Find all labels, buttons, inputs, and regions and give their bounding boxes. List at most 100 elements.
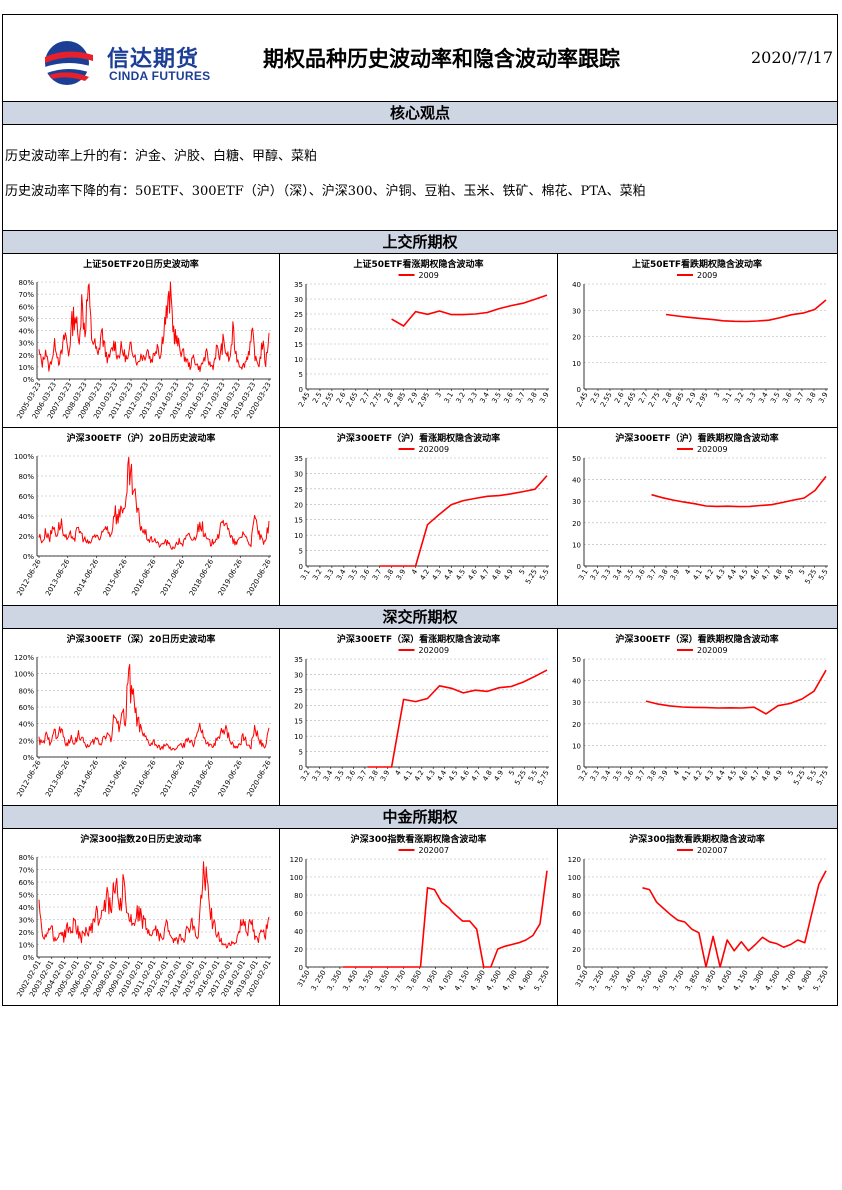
y-tick-label: 80% xyxy=(18,854,34,862)
y-tick-label: 50 xyxy=(572,455,581,463)
y-tick-label: 70% xyxy=(18,867,34,875)
x-tick-label: 4.7 xyxy=(470,769,482,783)
x-tick-label: 5.25 xyxy=(524,568,539,586)
x-tick-label: 3.3 xyxy=(589,769,601,783)
x-tick-label: 3.6 xyxy=(502,391,515,405)
series-line xyxy=(367,669,548,768)
y-tick-label: 80% xyxy=(18,473,34,481)
y-tick-label: 0 xyxy=(577,764,581,772)
legend-label: 202009 xyxy=(419,646,450,655)
x-tick-label: 5.25 xyxy=(513,769,528,787)
x-tick-label: 5.5 xyxy=(538,568,550,582)
legend-label: 202007 xyxy=(697,846,728,855)
y-tick-label: 60% xyxy=(18,303,34,311)
cffex-options-heading: 中金所期权 xyxy=(3,805,837,829)
chart-cell-c3: 上证50ETF看跌期权隐含波动率 2009 0 10 20 30 40 2.45 2.5 2.55… xyxy=(558,254,837,428)
chart-title: 沪深300指数看涨期权隐含波动率 xyxy=(351,833,487,845)
y-tick-label: 0 xyxy=(577,563,581,571)
x-tick-label: 2018-06-26 xyxy=(188,558,216,598)
x-tick-label: 4.8 xyxy=(481,769,493,783)
chart-cell-c5: 沪深300ETF（沪）看涨期权隐含波动率 202009 0 5 10 15 20 25 30 35… xyxy=(280,428,558,605)
report-title: 期权品种历史波动率和隐含波动率跟踪 xyxy=(263,47,620,71)
x-tick-label: 3.1 xyxy=(443,391,455,405)
chart-csi300etf-sh-hv: 沪深300ETF（沪）20日历史波动率 0% 20% 40% 60% 80% 100% 201… xyxy=(14,432,273,598)
x-tick-label: 4.6 xyxy=(467,568,480,582)
y-tick-label: 0% xyxy=(23,376,34,384)
series-line xyxy=(391,294,548,327)
y-tick-label: 40% xyxy=(18,904,34,912)
x-tick-label: 3.6 xyxy=(623,769,636,783)
x-tick-label: 3.5 xyxy=(333,769,345,783)
y-tick-label: 30% xyxy=(18,917,34,925)
x-tick-label: 4 xyxy=(394,769,403,777)
y-tick-label: 20 xyxy=(572,520,581,528)
x-tick-label: 2014-06-26 xyxy=(73,558,101,598)
x-tick-label: 2019-06-26 xyxy=(217,558,245,598)
chart-cell-c1: 上证50ETF20日历史波动率 0% 10% 20% 30% 40% 50% 60% 70% 80… xyxy=(3,254,280,428)
series-line xyxy=(343,870,548,968)
x-tick-label: 3.3 xyxy=(323,568,335,582)
y-tick-label: 0 xyxy=(577,964,581,972)
x-tick-label: 2.65 xyxy=(623,391,638,409)
x-tick-label: 5.5 xyxy=(817,568,829,582)
y-tick-label: 5 xyxy=(299,749,303,757)
y-tick-label: 120 xyxy=(568,856,581,864)
x-tick-label: 4.2 xyxy=(692,769,704,783)
chart-csi300etf-sz-put-iv: 沪深300ETF（深）看跌期权隐含波动率202009010203040503.2… xyxy=(572,633,830,787)
y-tick-label: 25 xyxy=(294,311,303,319)
x-tick-label: 2012-06-26 xyxy=(15,558,43,598)
x-tick-label: 2.55 xyxy=(321,391,336,409)
y-tick-label: 15 xyxy=(294,341,303,349)
y-tick-label: 40 xyxy=(572,678,581,686)
x-tick-label: 3.7 xyxy=(371,568,383,582)
x-tick-label: 3.9 xyxy=(538,391,550,405)
logo-english-name: CINDA FUTURES xyxy=(109,69,211,83)
x-tick-label: 4.8 xyxy=(772,568,784,582)
x-tick-label: 3.8 xyxy=(657,568,669,582)
x-tick-label: 3.7 xyxy=(514,391,526,405)
x-tick-label: 3.6 xyxy=(359,568,372,582)
x-tick-label: 2.75 xyxy=(369,391,384,409)
chart-title: 沪深300指数看跌期权隐含波动率 xyxy=(629,833,765,845)
y-tick-label: 60 xyxy=(294,910,303,918)
chart-title: 沪深300ETF（深）20日历史波动率 xyxy=(67,633,216,645)
x-tick-label: 5 xyxy=(507,769,516,777)
hv-rising-text: 历史波动率上升的有：沪金、沪胶、白糖、甲醇、菜粕 xyxy=(5,149,318,164)
x-tick-label: 2.75 xyxy=(647,391,662,409)
x-tick-label: 5 xyxy=(518,568,527,576)
x-tick-label: 4.9 xyxy=(783,568,795,582)
x-tick-label: 5.75 xyxy=(815,769,830,787)
series-line xyxy=(38,281,270,372)
x-tick-label: 2.95 xyxy=(695,391,710,409)
chart-cell-c8: 沪深300ETF（深）看涨期权隐含波动率 202009 0 5 10 15 20 25 30 35… xyxy=(280,629,558,805)
x-tick-label: 3.2 xyxy=(311,568,323,582)
y-tick-label: 100 xyxy=(290,874,303,882)
y-tick-label: 20 xyxy=(572,334,581,342)
x-tick-label: 3.8 xyxy=(805,391,817,405)
y-tick-label: 0 xyxy=(299,386,303,394)
x-tick-label: 4.3 xyxy=(424,769,436,783)
y-tick-label: 0 xyxy=(299,964,303,972)
y-tick-label: 0 xyxy=(577,386,581,394)
y-tick-label: 20% xyxy=(18,533,34,541)
x-tick-label: 3.9 xyxy=(817,391,829,405)
x-tick-label: 4.5 xyxy=(447,769,459,783)
y-tick-label: 30 xyxy=(294,296,303,304)
y-tick-label: 10 xyxy=(294,532,303,540)
y-tick-label: 50% xyxy=(18,892,34,900)
x-tick-label: 2015-06-26 xyxy=(102,759,130,799)
y-tick-label: 40% xyxy=(18,721,34,729)
x-tick-label: 3.4 xyxy=(335,568,348,582)
y-tick-label: 60% xyxy=(18,704,34,712)
y-tick-label: 100% xyxy=(14,671,34,679)
x-tick-label: 3.2 xyxy=(455,391,467,405)
x-tick-label: 3.7 xyxy=(356,769,368,783)
x-tick-label: 3.2 xyxy=(733,391,745,405)
y-tick-label: 20 xyxy=(294,702,303,710)
chart-cell-c12: 沪深300指数看跌期权隐含波动率 202007 0 20 40 60 80 100 120 315… xyxy=(558,829,837,1005)
chart-title: 上证50ETF20日历史波动率 xyxy=(83,258,198,270)
y-tick-label: 0% xyxy=(23,754,34,762)
y-tick-label: 30 xyxy=(572,699,581,707)
x-tick-label: 2018-06-26 xyxy=(188,759,216,799)
x-tick-label: 2012-06-26 xyxy=(15,759,43,799)
